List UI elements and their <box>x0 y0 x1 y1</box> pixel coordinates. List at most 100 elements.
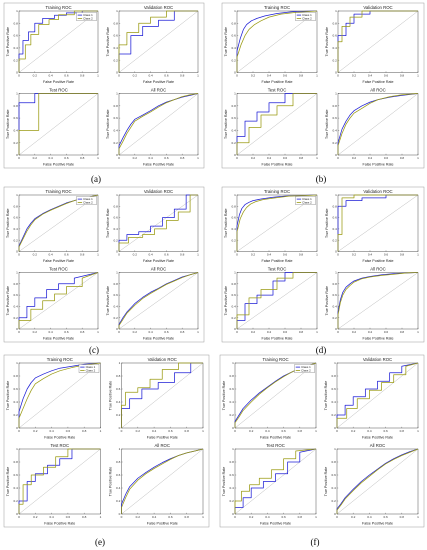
x-tick-label: 1 <box>197 253 199 257</box>
y-tick-label: 0.6 <box>13 216 18 220</box>
subplot-title: All ROC <box>370 267 386 272</box>
roc-subplot: All ROC False Positive Rate True Positive … <box>109 443 205 526</box>
subplot-title: All ROC <box>151 88 167 93</box>
x-tick-label: 0.6 <box>384 74 389 78</box>
x-tick-label: 1 <box>315 515 317 519</box>
roc-curve-class2 <box>236 93 317 155</box>
chance-diagonal <box>118 272 199 330</box>
subplot-title: Training ROC <box>45 5 71 10</box>
y-tick-label: 0.6 <box>113 116 118 120</box>
subplot-title: Training ROC <box>45 189 71 194</box>
y-tick-label: 0.6 <box>13 34 18 38</box>
y-tick-label: 0.8 <box>113 204 118 208</box>
x-tick-label: 1 <box>97 330 99 334</box>
x-tick-label: 1 <box>97 253 99 257</box>
y-tick-label: 0.2 <box>13 238 18 242</box>
y-tick-label: 0.6 <box>332 116 337 120</box>
chance-diagonal <box>337 10 419 73</box>
x-tick-label: 0.4 <box>48 156 53 160</box>
y-tick-label: 0 <box>119 426 121 430</box>
x-tick-label: 0 <box>118 74 120 78</box>
roc-curve-class1 <box>234 448 317 514</box>
y-tick-label: 0.4 <box>231 129 236 133</box>
y-tick-label: 0.6 <box>13 116 18 120</box>
x-tick-label: 0.8 <box>80 253 85 257</box>
x-tick-label: 0 <box>234 515 236 519</box>
y-tick-label: 0 <box>16 250 18 254</box>
y-tick-label: 0.6 <box>229 473 234 477</box>
x-tick-label: 0.2 <box>251 156 256 160</box>
y-tick-label: 0 <box>335 250 337 254</box>
x-tick-label: 0.4 <box>49 429 54 433</box>
roc-subplot: Validation ROC False Positive Rate True Po… <box>106 189 199 263</box>
subplot-title: Validation ROC <box>144 189 173 194</box>
x-tick-label: 1 <box>316 156 318 160</box>
x-tick-label: 0.8 <box>185 515 190 519</box>
roc-curve-class1 <box>118 194 198 252</box>
x-tick-label: 0.8 <box>185 429 190 433</box>
x-tick-label: 0.4 <box>368 74 373 78</box>
x-tick-label: 1 <box>417 429 419 433</box>
x-tick-label: 0.6 <box>383 515 388 519</box>
legend-entry: Class 1 <box>83 197 93 201</box>
panel-frame <box>3 186 205 343</box>
x-tick-label: 1 <box>417 515 419 519</box>
x-tick-label: 0.6 <box>283 253 288 257</box>
y-tick-label: 0.6 <box>116 387 121 391</box>
x-tick-label: 0 <box>118 253 120 257</box>
chance-diagonal <box>337 194 419 252</box>
y-tick-label: 0 <box>16 512 18 516</box>
x-tick-label: 0.8 <box>299 156 304 160</box>
panel-label: (f) <box>311 537 320 547</box>
x-tick-label: 0.8 <box>400 429 405 433</box>
chance-diagonal <box>337 272 419 330</box>
x-tick-label: 0.4 <box>368 330 373 334</box>
x-tick-label: 0.4 <box>368 253 373 257</box>
y-tick-label: 1 <box>16 9 18 13</box>
legend-box <box>295 12 316 21</box>
subplot-title: All ROC <box>154 443 170 448</box>
y-tick-label: 0.4 <box>113 129 118 133</box>
subplot-title: Training ROC <box>47 357 73 362</box>
y-tick-label: 0.8 <box>231 282 236 286</box>
y-tick-label: 0.2 <box>113 316 118 320</box>
y-tick-label: 0.8 <box>331 460 336 464</box>
x-tick-label: 0.2 <box>352 74 357 78</box>
y-tick-label: 0.2 <box>113 238 118 242</box>
x-tick-label: 0.8 <box>180 253 185 257</box>
y-tick-label: 0.4 <box>231 305 236 309</box>
x-tick-label: 0.8 <box>180 330 185 334</box>
subplot-title: Test ROC <box>50 443 69 448</box>
legend-entry: Class 1 <box>301 365 311 369</box>
x-tick-label: 0.8 <box>400 515 405 519</box>
y-tick-label: 0.6 <box>229 387 234 391</box>
roc-curve-class2 <box>236 10 318 73</box>
x-tick-label: 0 <box>18 253 20 257</box>
roc-curve-class1 <box>337 272 419 329</box>
x-axis-label: False Positive Rate <box>147 522 178 526</box>
y-axis-label: True Positive Rate <box>224 286 228 315</box>
roc-subplot: Training ROC False Positive Rate True Posi… <box>6 189 99 263</box>
roc-curve-class2 <box>236 272 317 329</box>
y-axis-label: True Positive Rate <box>222 381 226 410</box>
x-tick-label: 0.2 <box>352 253 357 257</box>
y-axis-label: True Positive Rate <box>109 381 113 410</box>
y-tick-label: 0 <box>335 153 337 157</box>
y-axis-label: True Positive Rate <box>6 381 10 410</box>
x-tick-label: 0 <box>337 330 339 334</box>
y-tick-label: 0.6 <box>332 216 337 220</box>
x-tick-label: 0.6 <box>383 429 388 433</box>
y-tick-label: 0 <box>234 327 236 331</box>
legend-entry: Class 1 <box>302 197 312 201</box>
subplot-title: Test ROC <box>268 267 287 272</box>
x-tick-label: 0.6 <box>64 330 69 334</box>
x-tick-label: 0.6 <box>283 156 288 160</box>
y-axis-label: True Positive Rate <box>6 110 10 139</box>
x-tick-label: 0.6 <box>168 429 173 433</box>
y-tick-label: 0.8 <box>13 21 18 25</box>
roc-subplot: All ROC False Positive Rate True Positive … <box>325 88 419 167</box>
x-tick-label: 0.4 <box>265 515 270 519</box>
roc-curve-class2 <box>118 10 198 73</box>
x-tick-label: 0.6 <box>64 253 69 257</box>
